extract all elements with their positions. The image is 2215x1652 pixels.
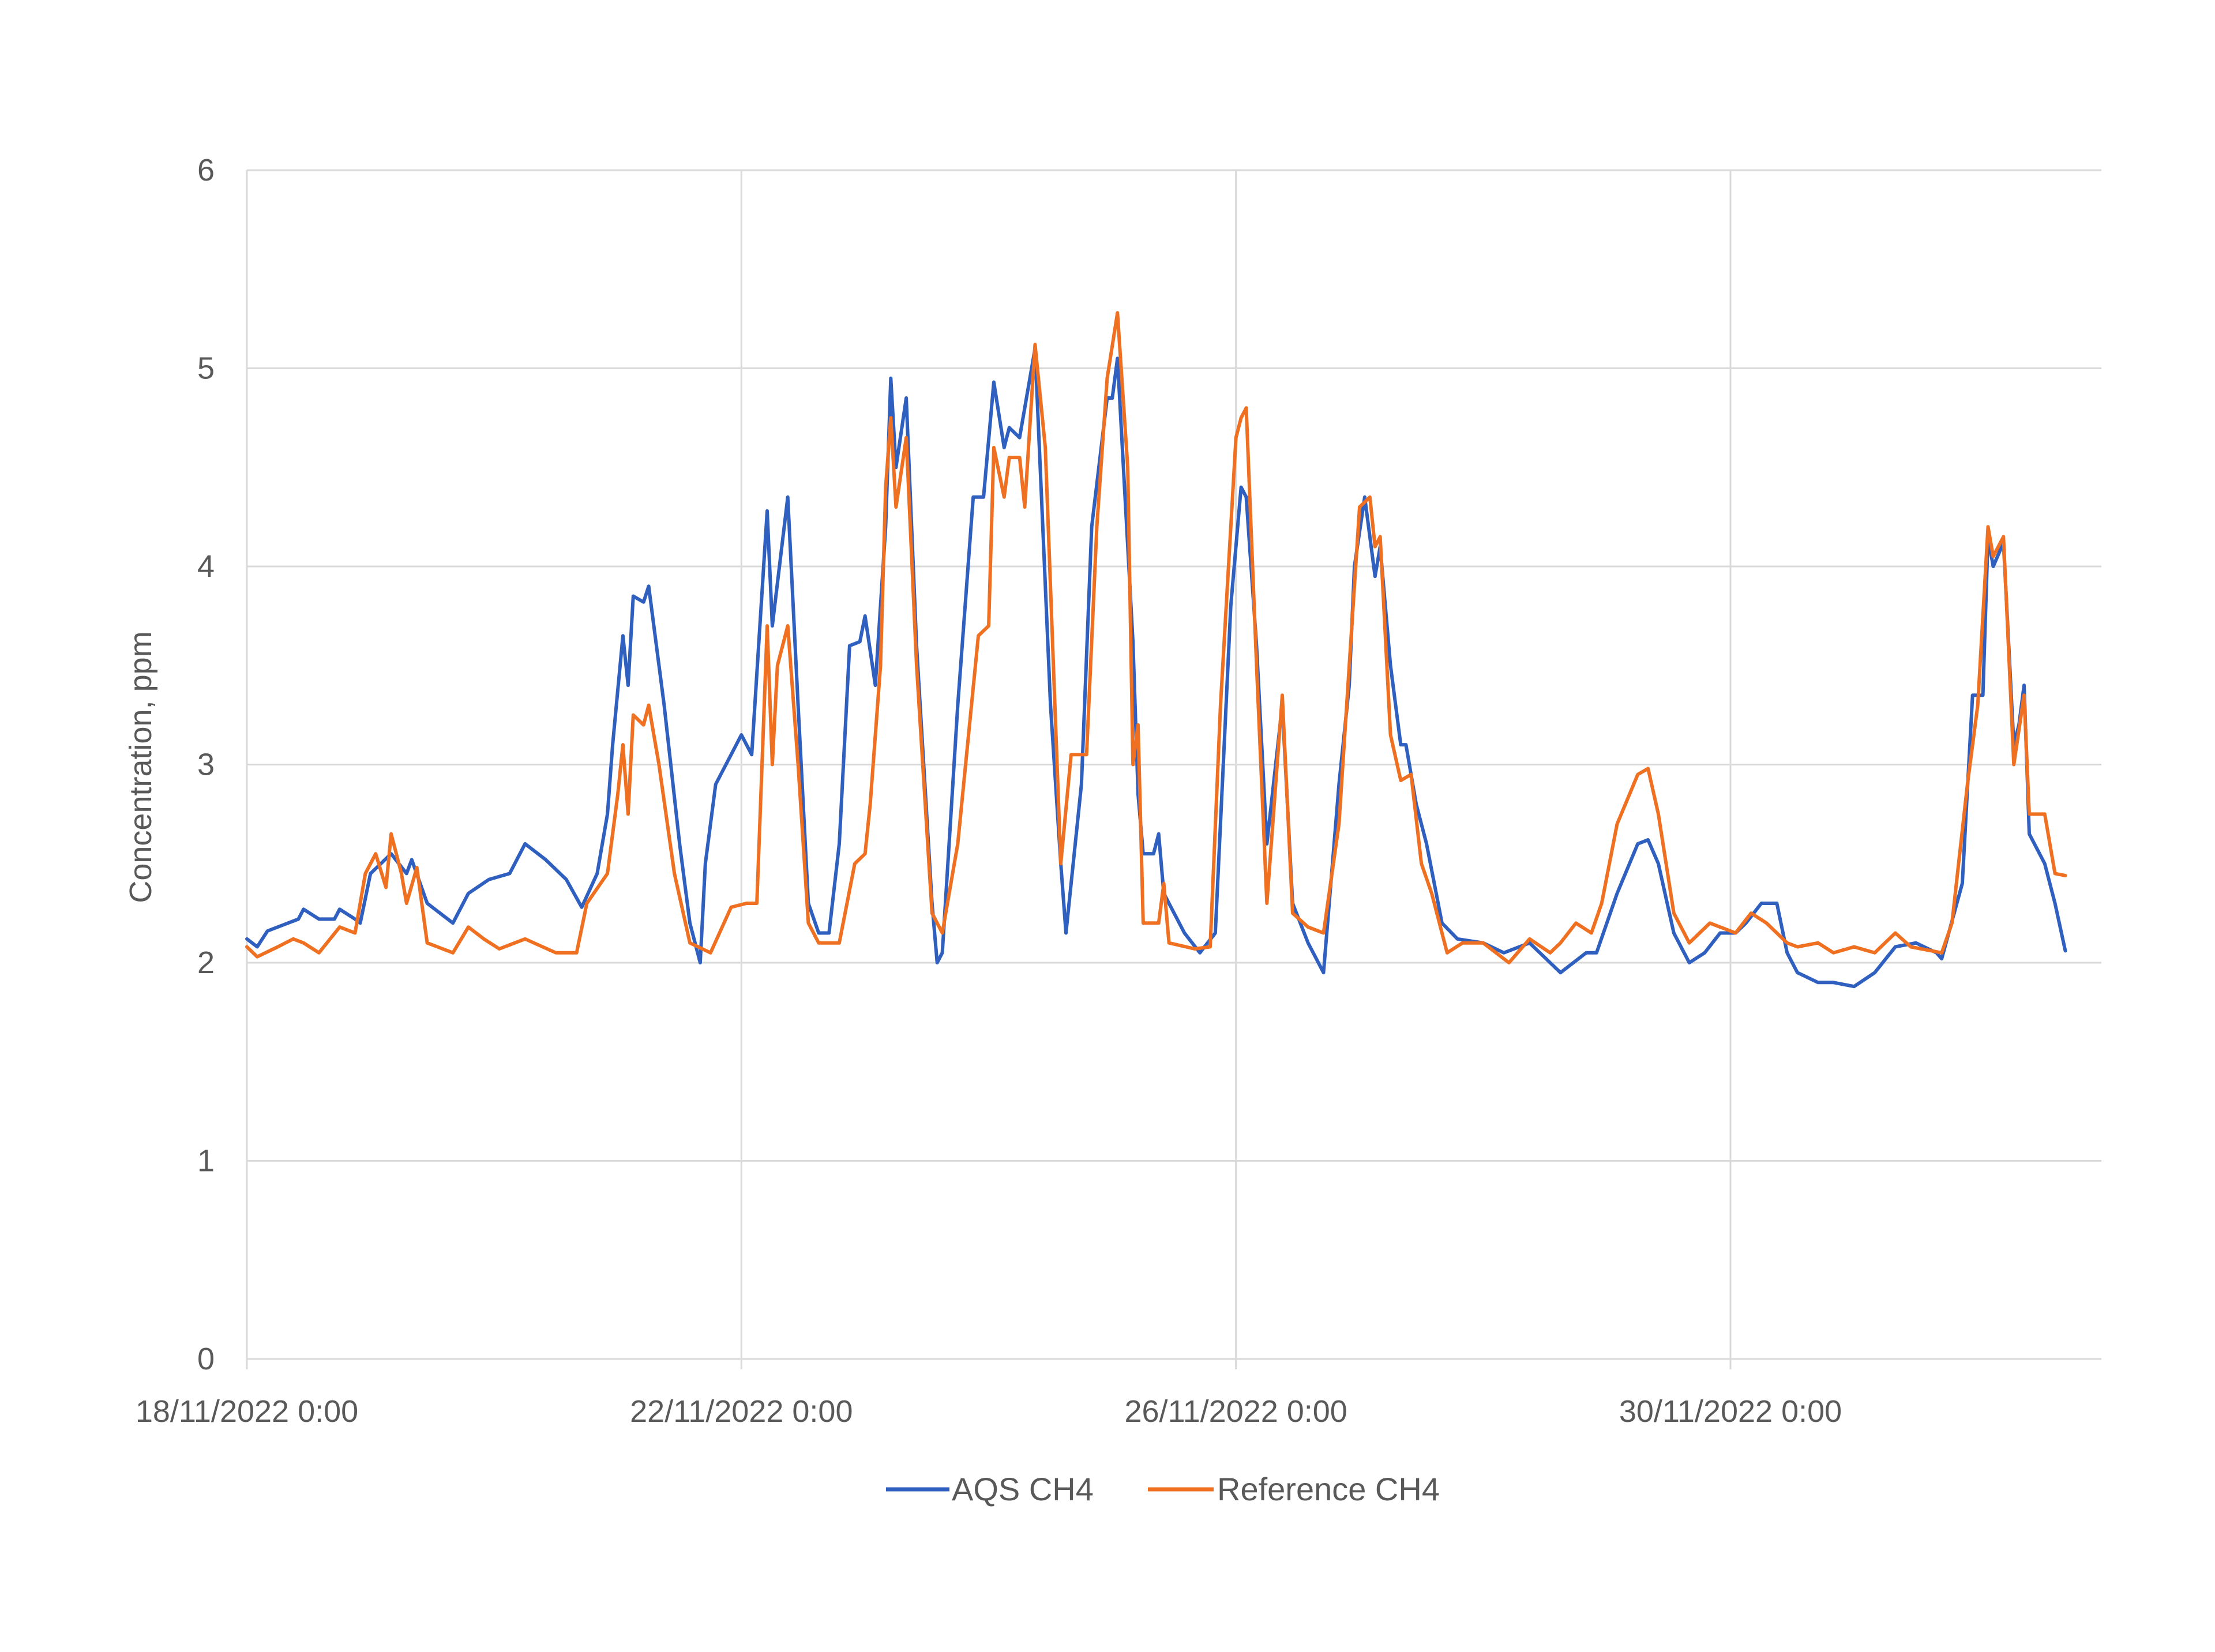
x-tick-label: 22/11/2022 0:00 (630, 1394, 853, 1429)
legend-label-aqs-ch4: AQS CH4 (952, 1471, 1094, 1507)
y-tick-labels: 0 1 2 3 4 5 6 (197, 153, 215, 1376)
x-tick-label: 30/11/2022 0:00 (1619, 1394, 1842, 1429)
y-tick-label: 0 (197, 1342, 215, 1376)
legend: AQS CH4 Reference CH4 (886, 1471, 1440, 1507)
legend-label-reference-ch4: Reference CH4 (1217, 1471, 1440, 1507)
y-axis-title: Concentration, ppm (123, 631, 158, 903)
y-tick-label: 6 (197, 153, 215, 187)
series-lines (245, 311, 2067, 989)
y-tick-label: 2 (197, 945, 215, 980)
x-tick-label: 18/11/2022 0:00 (136, 1394, 358, 1429)
y-tick-label: 5 (197, 351, 215, 386)
y-tick-label: 4 (197, 549, 215, 584)
y-tick-label: 1 (197, 1144, 215, 1178)
series-line-reference-ch4 (245, 311, 2067, 964)
x-tick-labels: 18/11/2022 0:00 22/11/2022 0:00 26/11/20… (136, 1394, 1842, 1429)
y-tick-label: 3 (197, 748, 215, 782)
x-tick-label: 26/11/2022 0:00 (1124, 1394, 1347, 1429)
gridlines (246, 169, 2101, 1369)
series-line-aqs-ch4 (245, 347, 2067, 989)
